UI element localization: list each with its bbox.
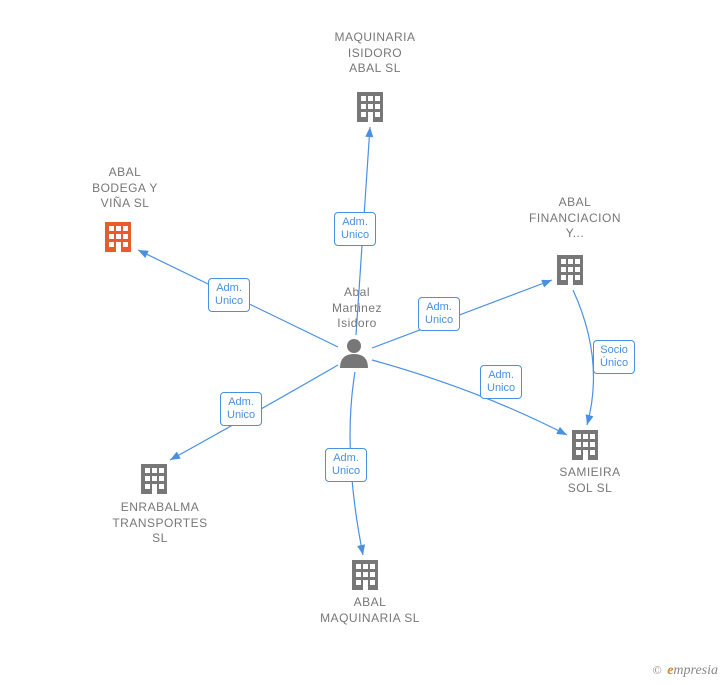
- node-label-abal_financiacion: ABAL FINANCIACION Y...: [515, 195, 635, 242]
- building-icon-maquinaria_isidoro: [357, 90, 383, 127]
- edge-label-person-maquinaria_isidoro: Adm. Unico: [334, 212, 376, 246]
- arrow-samieira: [556, 427, 569, 439]
- watermark-rest: mpresia: [673, 663, 718, 678]
- node-label-maquinaria_isidoro: MAQUINARIA ISIDORO ABAL SL: [320, 30, 430, 77]
- node-label-enrabalma: ENRABALMA TRANSPORTES SL: [100, 500, 220, 547]
- copyright-symbol: ©: [653, 663, 662, 677]
- arrow-samieira: [583, 414, 593, 426]
- edge-person-abal_financiacion: [372, 280, 552, 348]
- edge-label-person-samieira: Adm. Unico: [480, 365, 522, 399]
- arrow-maquinaria_isidoro: [365, 127, 374, 138]
- edge-label-person-abal_maq: Adm. Unico: [325, 448, 367, 482]
- edge-person-samieira: [372, 360, 567, 435]
- building-icon-abal_financiacion: [557, 253, 583, 290]
- arrow-abal_bodega: [136, 246, 148, 258]
- building-icon-abal_maq: [352, 558, 378, 595]
- building-icon-samieira: [572, 428, 598, 465]
- building-icon-enrabalma: [141, 462, 167, 499]
- person-icon: [340, 338, 368, 373]
- arrow-abal_financiacion: [541, 276, 553, 287]
- edge-label-person-abal_financiacion: Adm. Unico: [418, 297, 460, 331]
- edge-label-person-enrabalma: Adm. Unico: [220, 392, 262, 426]
- arrow-enrabalma: [168, 452, 181, 464]
- node-label-abal_maq: ABAL MAQUINARIA SL: [305, 595, 435, 626]
- arrow-abal_maq: [357, 544, 367, 555]
- edge-abal_financiacion-samieira: [573, 290, 593, 425]
- edge-label-abal_financiacion-samieira: Socio Único: [593, 340, 635, 374]
- watermark: © empresia: [653, 663, 718, 679]
- edge-label-person-abal_bodega: Adm. Unico: [208, 278, 250, 312]
- node-label-abal_bodega: ABAL BODEGA Y VIÑA SL: [80, 165, 170, 212]
- node-label-samieira: SAMIEIRA SOL SL: [545, 465, 635, 496]
- center-node-label: Abal Martinez Isidoro: [322, 285, 392, 332]
- building-icon-abal_bodega: [105, 220, 131, 257]
